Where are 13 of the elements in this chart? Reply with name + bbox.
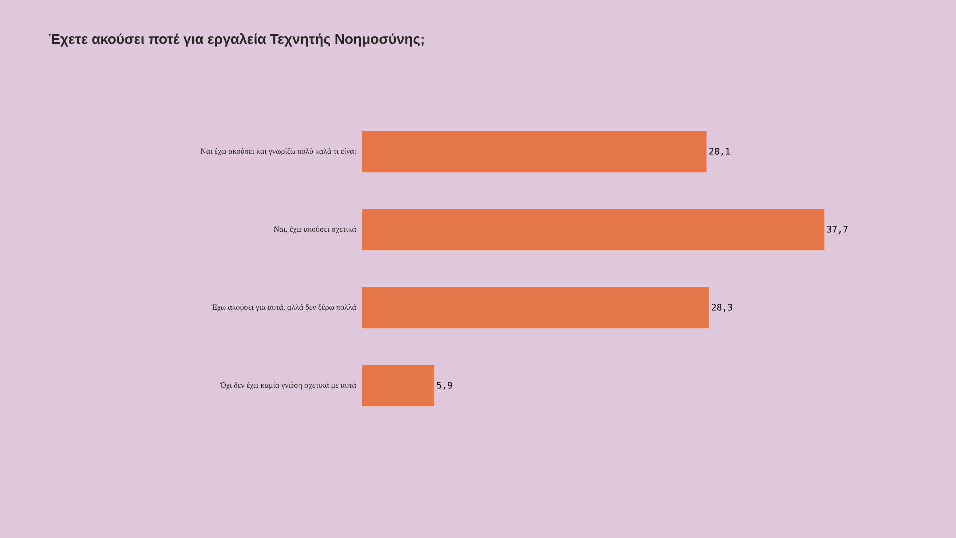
text: Έχετε ακούσει ποτέ για εργαλεία Τεχνητής Νοημοσύνης; <box>48 34 424 47</box>
bar <box>362 287 710 328</box>
data-label: 5,9 <box>437 382 452 390</box>
bar <box>362 365 434 406</box>
data-label: 28,3 <box>712 304 732 312</box>
y-tick-label: Ναι έχω ακούσει και γνωρίζω πολύ καλά τι είναι <box>200 148 356 156</box>
y-tick-label: Όχι δεν έχω καμία γνώση σχετικά με αυτά <box>220 382 356 390</box>
y-tick-label: Ναι, έχω ακούσει σχετικά <box>274 226 356 234</box>
y-tick-label: Έχω ακούσει για αυτά, αλλά δεν ξέρω πολλά <box>212 304 356 312</box>
data-label: 37,7 <box>827 226 848 234</box>
data-label: 28,1 <box>710 148 730 156</box>
bar <box>362 209 825 250</box>
bar <box>362 131 707 172</box>
